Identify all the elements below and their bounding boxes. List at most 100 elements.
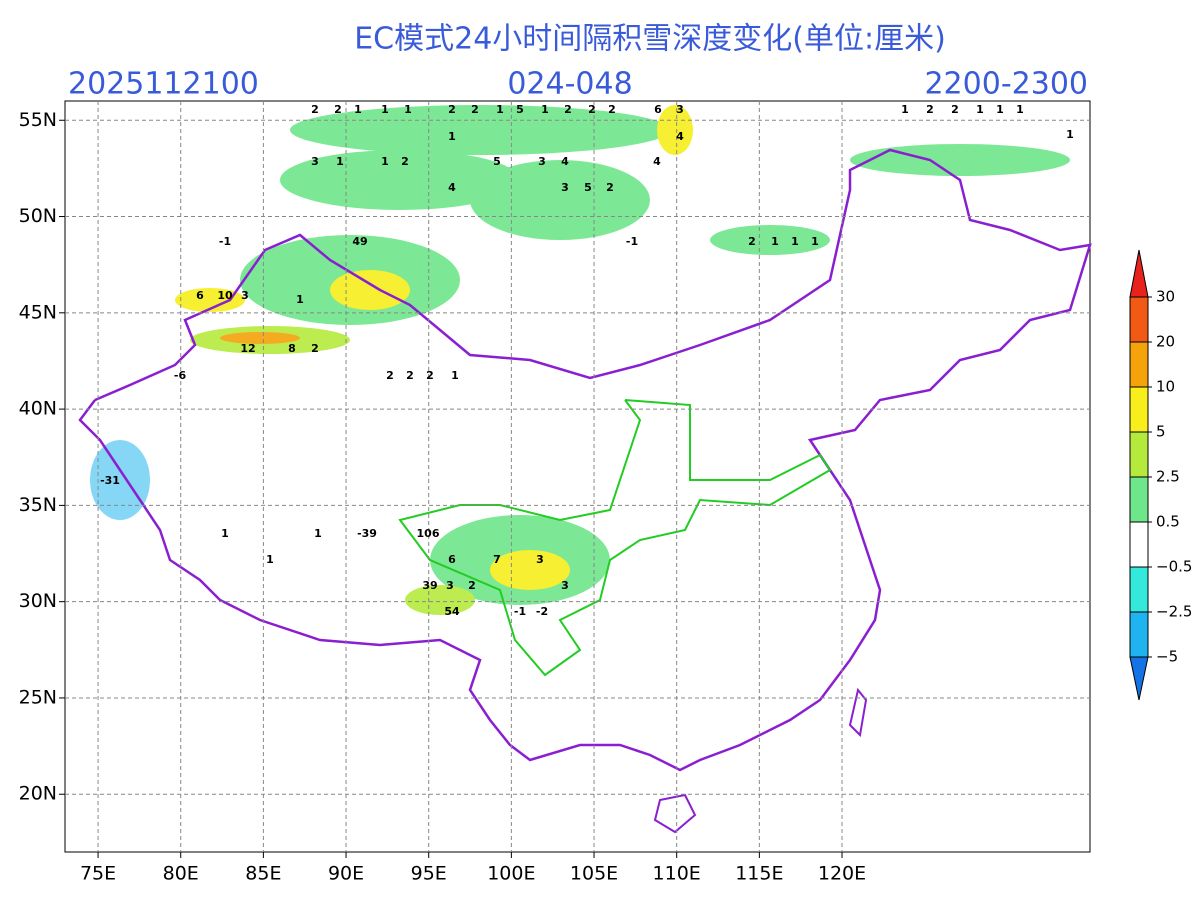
y-tick-label: 30N bbox=[19, 590, 57, 612]
map-value-label: 106 bbox=[417, 527, 440, 540]
y-tick-label: 20N bbox=[19, 783, 57, 805]
map-value-label: -2 bbox=[536, 605, 548, 618]
map-value-label: 1 bbox=[381, 103, 389, 116]
colorbar-label: 20 bbox=[1156, 333, 1175, 351]
map-value-label: 1 bbox=[296, 293, 304, 306]
map-value-label: 4 bbox=[561, 155, 569, 168]
map-value-label: 39 bbox=[422, 579, 437, 592]
colorbar-box bbox=[1129, 611, 1149, 658]
x-tick-label: 80E bbox=[163, 863, 199, 885]
colorbar-box bbox=[1129, 566, 1149, 613]
colorbar-triangle bbox=[1129, 249, 1149, 298]
taiwan bbox=[848, 687, 868, 738]
map-value-label: 2 bbox=[748, 235, 756, 248]
map-value-label: 2 bbox=[608, 103, 616, 116]
colorbar-label: −2.5 bbox=[1156, 603, 1192, 621]
y-tick-label: 50N bbox=[19, 205, 57, 227]
map-value-label: 2 bbox=[926, 103, 934, 116]
map-value-label: 12 bbox=[240, 342, 255, 355]
colorbar-box bbox=[1129, 521, 1149, 568]
map-value-label: 5 bbox=[584, 181, 592, 194]
map-value-label: 1 bbox=[811, 235, 819, 248]
colorbar-label: 30 bbox=[1156, 288, 1175, 306]
map-value-label: 1 bbox=[976, 103, 984, 116]
map-value-label: -39 bbox=[357, 527, 377, 540]
colorbar-label: 0.5 bbox=[1156, 513, 1180, 531]
map-value-label: 1 bbox=[901, 103, 909, 116]
x-tick-label: 100E bbox=[487, 863, 535, 885]
map-value-label: -1 bbox=[219, 235, 231, 248]
map-value-label: 1 bbox=[354, 103, 362, 116]
map-value-label: 2 bbox=[564, 103, 572, 116]
map-value-label: 2 bbox=[468, 579, 476, 592]
x-tick-label: 85E bbox=[245, 863, 281, 885]
title: EC模式24小时间隔积雪深度变化(单位:厘米) bbox=[354, 22, 946, 57]
map-value-label: 8 bbox=[288, 342, 296, 355]
map-value-label: 7 bbox=[493, 553, 501, 566]
map-value-label: 2 bbox=[426, 369, 434, 382]
map-value-label: 54 bbox=[444, 605, 460, 618]
colorbar-triangle bbox=[1129, 656, 1149, 701]
colorbar-label: 5 bbox=[1156, 423, 1166, 441]
init-time: 2025112100 bbox=[68, 67, 259, 102]
map-value-label: -1 bbox=[626, 235, 638, 248]
x-tick-label: 95E bbox=[411, 863, 447, 885]
map-value-label: 3 bbox=[311, 155, 319, 168]
border bbox=[78, 148, 1092, 772]
map-value-label: -1 bbox=[514, 605, 526, 618]
colorbar-label: −5 bbox=[1156, 648, 1178, 666]
map-value-label: 49 bbox=[352, 235, 367, 248]
colorbar-label: 2.5 bbox=[1156, 468, 1180, 486]
map-value-label: 1 bbox=[314, 527, 322, 540]
map-value-label: 2 bbox=[311, 342, 319, 355]
x-tick-label: 115E bbox=[735, 863, 783, 885]
map-value-label: 6 bbox=[448, 553, 456, 566]
colorbar-box bbox=[1129, 386, 1149, 433]
map-value-label: 1 bbox=[381, 155, 389, 168]
map-value-label: 1 bbox=[1016, 103, 1024, 116]
hainan bbox=[653, 793, 697, 834]
map-value-label: 3 bbox=[561, 579, 569, 592]
colorbar-box bbox=[1129, 341, 1149, 388]
x-tick-label: 105E bbox=[570, 863, 618, 885]
map-value-label: 1 bbox=[266, 553, 274, 566]
map-value-label: 1 bbox=[336, 155, 344, 168]
map-value-label: 3 bbox=[676, 103, 684, 116]
map-value-label: 1 bbox=[541, 103, 549, 116]
snow-areas bbox=[90, 105, 1070, 615]
map-value-label: -31 bbox=[100, 474, 120, 487]
map-value-label: 1 bbox=[1066, 128, 1074, 141]
map-value-label: 3 bbox=[241, 289, 249, 302]
map-value-label: 4 bbox=[448, 181, 456, 194]
x-tick-label: 75E bbox=[80, 863, 116, 885]
map-value-label: 1 bbox=[496, 103, 504, 116]
y-tick-label: 45N bbox=[19, 301, 57, 323]
map-value-label: 2 bbox=[606, 181, 614, 194]
map-value-label: 1 bbox=[451, 369, 459, 382]
colorbar-label: 10 bbox=[1156, 378, 1175, 396]
map-value-label: 2 bbox=[406, 369, 414, 382]
map-value-label: 2 bbox=[311, 103, 319, 116]
map-value-label: 1 bbox=[771, 235, 779, 248]
colorbar-label: −0.5 bbox=[1156, 558, 1192, 576]
colorbar-box bbox=[1129, 431, 1149, 478]
map-value-label: 2 bbox=[471, 103, 479, 116]
map-value-label: 2 bbox=[951, 103, 959, 116]
colorbar-box bbox=[1129, 476, 1149, 523]
map-value-label: 1 bbox=[996, 103, 1004, 116]
colorbar-box bbox=[1129, 296, 1149, 343]
map-value-label: 3 bbox=[538, 155, 546, 168]
x-tick-label: 110E bbox=[653, 863, 701, 885]
map-value-label: 3 bbox=[536, 553, 544, 566]
map-value-label: 1 bbox=[221, 527, 229, 540]
x-tick-label: 120E bbox=[818, 863, 866, 885]
y-tick-label: 35N bbox=[19, 494, 57, 516]
y-tick-label: 55N bbox=[19, 109, 57, 131]
map-value-label: 6 bbox=[196, 289, 204, 302]
map-value-label: 2 bbox=[401, 155, 409, 168]
map-value-label: 5 bbox=[493, 155, 501, 168]
map-value-label: 3 bbox=[561, 181, 569, 194]
map-value-label: 1 bbox=[791, 235, 799, 248]
